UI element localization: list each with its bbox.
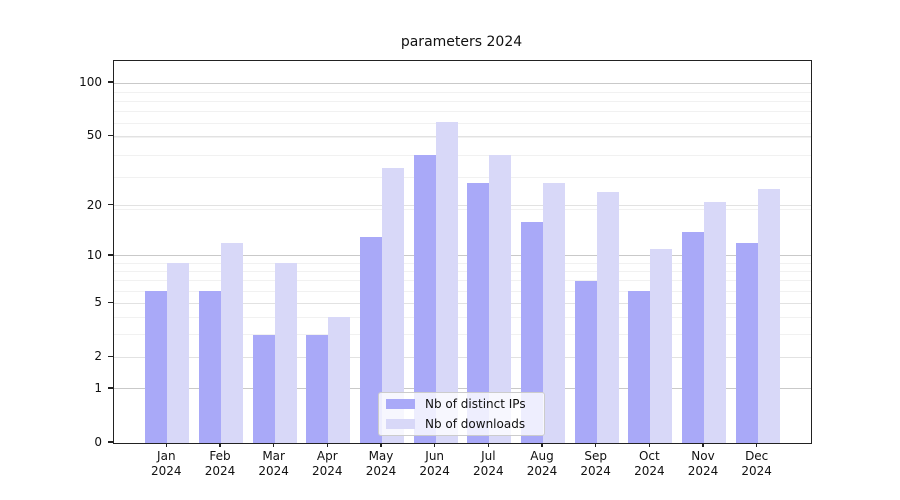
- bar-downloads: [704, 201, 727, 443]
- x-tick-label: Dec 2024: [741, 449, 772, 478]
- y-tick-label: 5: [94, 295, 102, 310]
- y-tick-mark: [108, 203, 113, 206]
- gridline: [114, 123, 811, 125]
- x-tick-mark: [595, 443, 597, 447]
- bar-downloads: [167, 263, 190, 443]
- x-tick-mark: [380, 443, 382, 447]
- chart-title: parameters 2024: [400, 34, 523, 50]
- bar-distinct-ips: [252, 334, 275, 443]
- bar-distinct-ips: [735, 242, 758, 443]
- y-tick-label: 100: [79, 75, 102, 90]
- y-tick-label: 1: [94, 380, 102, 395]
- bar-downloads: [381, 167, 404, 443]
- x-tick-label: Feb 2024: [204, 449, 236, 478]
- bar-downloads: [274, 263, 297, 443]
- x-tick-label: Jan 2024: [151, 449, 182, 478]
- x-tick-mark: [219, 443, 221, 447]
- bar-distinct-ips: [628, 291, 651, 443]
- bar-distinct-ips: [521, 222, 543, 443]
- gridline: [114, 135, 811, 137]
- legend-item-downloads: Nb of downloads: [379, 417, 544, 432]
- bar-downloads: [543, 183, 565, 443]
- x-tick-mark: [541, 443, 543, 447]
- x-tick-mark: [756, 443, 758, 447]
- x-tick-label: May 2024: [365, 449, 397, 478]
- y-tick-label: 0: [94, 435, 102, 449]
- y-tick-mark: [108, 441, 113, 443]
- x-tick-mark: [487, 443, 489, 447]
- bar-distinct-ips: [413, 155, 436, 443]
- y-tick-label: 50: [86, 128, 102, 143]
- y-tick-mark: [108, 81, 113, 83]
- y-tick-mark: [108, 355, 113, 357]
- x-tick-label: Jun 2024: [419, 449, 450, 478]
- gridline: [114, 111, 811, 113]
- x-tick-mark: [165, 443, 167, 447]
- gridline: [114, 154, 811, 156]
- y-tick-mark: [108, 134, 113, 136]
- x-tick-label: Oct 2024: [634, 449, 665, 478]
- x-tick-label: Mar 2024: [258, 449, 289, 478]
- legend-swatch-downloads: [386, 419, 415, 429]
- bar-distinct-ips: [467, 183, 490, 443]
- x-tick-mark: [648, 443, 650, 447]
- x-tick-label: Aug 2024: [526, 449, 558, 478]
- gridline: [114, 83, 811, 85]
- bar-downloads: [596, 191, 619, 443]
- bar-distinct-ips: [359, 237, 382, 443]
- bar-distinct-ips: [306, 334, 329, 443]
- bar-downloads: [757, 188, 780, 443]
- bar-downloads: [489, 155, 512, 443]
- bar-downloads: [650, 249, 673, 443]
- bar-distinct-ips: [145, 291, 168, 443]
- x-tick-mark: [434, 443, 436, 447]
- y-tick-label: 20: [86, 197, 102, 212]
- gridline: [114, 100, 811, 102]
- bar-downloads: [328, 317, 351, 443]
- gridline: [114, 137, 811, 139]
- x-tick-mark: [326, 443, 328, 447]
- x-tick-label: Sep 2024: [580, 449, 611, 478]
- x-tick-mark: [273, 443, 275, 447]
- x-tick-label: Nov 2024: [687, 449, 719, 478]
- gridline: [114, 82, 811, 84]
- bar-distinct-ips: [682, 231, 705, 443]
- bar-distinct-ips: [574, 280, 597, 443]
- x-tick-label: Jul 2024: [473, 449, 504, 478]
- legend-label-downloads: Nb of downloads: [425, 417, 526, 431]
- y-tick-label: 10: [86, 247, 102, 262]
- y-tick-label: 2: [94, 349, 102, 364]
- legend-swatch-distinct-ips: [386, 399, 415, 409]
- legend-label-distinct-ips: Nb of distinct IPs: [425, 397, 526, 411]
- gridline: [114, 91, 811, 93]
- x-tick-mark: [702, 443, 704, 447]
- legend: Nb of distinct IPs Nb of downloads: [378, 392, 545, 436]
- x-tick-label: Apr 2024: [312, 449, 343, 478]
- y-tick-mark: [108, 254, 113, 256]
- y-tick-mark: [108, 301, 113, 303]
- bar-distinct-ips: [198, 291, 221, 443]
- bar-downloads: [435, 122, 458, 443]
- bar-downloads: [220, 242, 243, 443]
- plot-area: [113, 60, 812, 444]
- legend-item-distinct-ips: Nb of distinct IPs: [379, 397, 544, 412]
- gridline: [114, 177, 811, 179]
- y-tick-mark: [108, 387, 113, 389]
